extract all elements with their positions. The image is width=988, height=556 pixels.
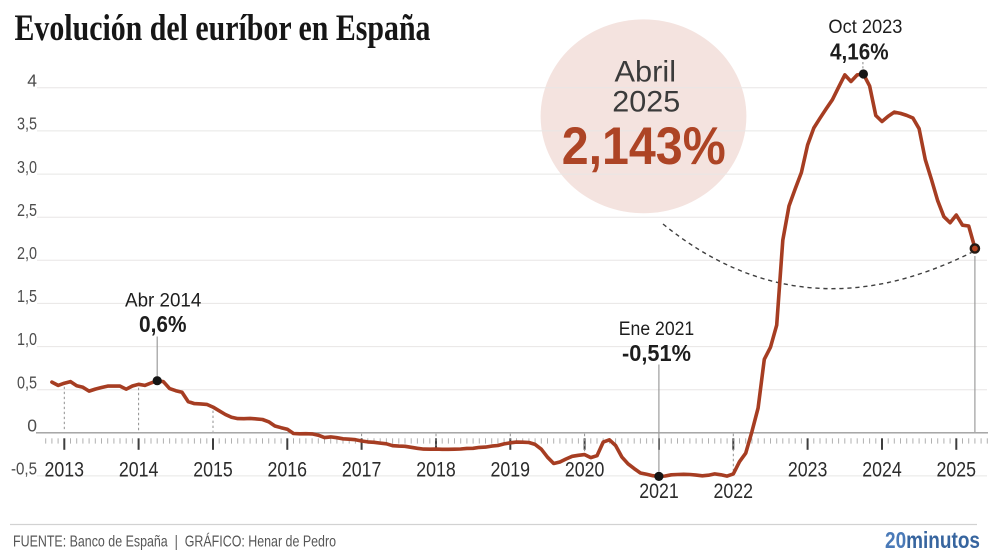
svg-text:2019: 2019 [491, 458, 531, 482]
svg-text:Abr 2014: Abr 2014 [125, 290, 201, 312]
svg-text:Abril: Abril [615, 56, 677, 89]
svg-text:Ene 2021: Ene 2021 [619, 318, 694, 340]
svg-text:2015: 2015 [193, 458, 233, 482]
svg-text:FUENTE: Banco de España | GR: FUENTE: Banco de España | GRÁFICO: Henar… [13, 532, 336, 551]
svg-text:2022: 2022 [714, 479, 754, 503]
svg-text:Evolución del euríbor en Españ: Evolución del euríbor en España [15, 8, 431, 49]
svg-text:2020: 2020 [565, 458, 605, 482]
svg-text:2024: 2024 [862, 458, 902, 482]
svg-text:2017: 2017 [342, 458, 382, 482]
svg-text:2013: 2013 [45, 458, 85, 482]
svg-text:2021: 2021 [639, 479, 679, 503]
svg-text:2018: 2018 [416, 458, 456, 482]
svg-text:2025: 2025 [612, 86, 680, 119]
svg-text:2014: 2014 [119, 458, 159, 482]
svg-text:2025: 2025 [937, 458, 977, 482]
svg-text:2,143%: 2,143% [562, 117, 726, 176]
svg-text:1,0: 1,0 [17, 329, 37, 349]
svg-text:3,5: 3,5 [17, 114, 37, 134]
svg-text:2,5: 2,5 [17, 200, 37, 220]
svg-text:3,0: 3,0 [17, 157, 37, 177]
svg-text:4,16%: 4,16% [830, 39, 889, 65]
svg-text:4: 4 [27, 71, 37, 91]
svg-text:Oct 2023: Oct 2023 [828, 16, 902, 38]
svg-text:2023: 2023 [788, 458, 828, 482]
svg-text:2016: 2016 [268, 458, 308, 482]
svg-text:-0,51%: -0,51% [622, 340, 691, 366]
svg-text:-0,5: -0,5 [11, 459, 37, 479]
svg-text:0: 0 [27, 416, 37, 436]
svg-text:0,6%: 0,6% [139, 311, 187, 337]
svg-text:0,5: 0,5 [17, 372, 37, 392]
svg-text:2,0: 2,0 [17, 243, 37, 263]
svg-text:20minutos: 20minutos [885, 527, 980, 553]
svg-text:1,5: 1,5 [17, 286, 37, 306]
